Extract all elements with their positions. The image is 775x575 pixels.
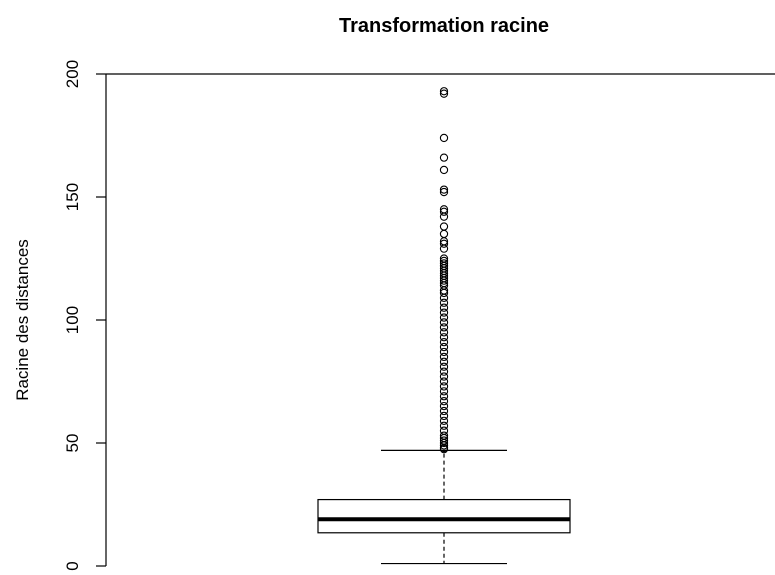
outlier-point: [439, 392, 449, 401]
outlier-point: [439, 153, 449, 162]
outlier-point: [439, 416, 449, 426]
outlier-point: [439, 239, 449, 248]
outlier-point: [439, 222, 449, 231]
outlier-point: [439, 367, 449, 376]
outlier-point: [439, 426, 449, 435]
outlier-point: [439, 328, 449, 337]
y-tick-label: 0: [63, 561, 82, 570]
y-tick-label: 100: [63, 306, 82, 334]
y-axis-label: Racine des distances: [13, 239, 32, 401]
outlier-point: [439, 323, 449, 332]
outlier-point: [439, 303, 449, 312]
y-axis: 0 50 100 150 200: [63, 60, 107, 571]
chart-title: Transformation racine: [339, 15, 549, 37]
outlier-point: [439, 259, 449, 268]
outlier-point: [439, 401, 449, 411]
outlier-point: [439, 254, 449, 263]
outlier-point: [439, 165, 449, 175]
outlier-point: [439, 397, 449, 406]
outlier-point: [439, 352, 449, 362]
outlier-point: [439, 342, 449, 352]
outlier-point: [439, 229, 449, 239]
outlier-point: [439, 421, 449, 430]
outlier-point: [439, 87, 449, 96]
outlier-point: [439, 187, 449, 197]
outlier-point: [439, 89, 449, 98]
outlier-point: [439, 411, 449, 421]
y-tick-label: 150: [63, 183, 82, 211]
outlier-point: [439, 207, 449, 216]
outlier-point: [439, 377, 449, 386]
outlier-point: [439, 298, 449, 307]
outlier-point: [439, 308, 449, 317]
outlier-point: [439, 382, 449, 391]
outlier-point: [439, 337, 449, 347]
outlier-point: [439, 256, 449, 266]
plot-area: [106, 73, 775, 565]
outlier-point: [439, 347, 449, 357]
outlier-point: [439, 431, 449, 440]
y-tick-label: 200: [63, 60, 82, 88]
iqr-box: [317, 498, 571, 534]
outlier-point: [439, 205, 449, 214]
outlier-point: [439, 372, 449, 381]
outlier-point: [439, 318, 449, 327]
outlier-point: [439, 133, 449, 143]
outlier-point: [439, 436, 449, 445]
outlier-point: [439, 387, 449, 396]
outlier-point: [439, 333, 449, 342]
outlier-point: [439, 362, 449, 371]
outlier-point: [439, 406, 449, 416]
outlier-point: [439, 185, 449, 194]
y-tick-label: 50: [63, 434, 82, 453]
outlier-point: [439, 357, 449, 366]
outlier-point: [439, 313, 449, 322]
